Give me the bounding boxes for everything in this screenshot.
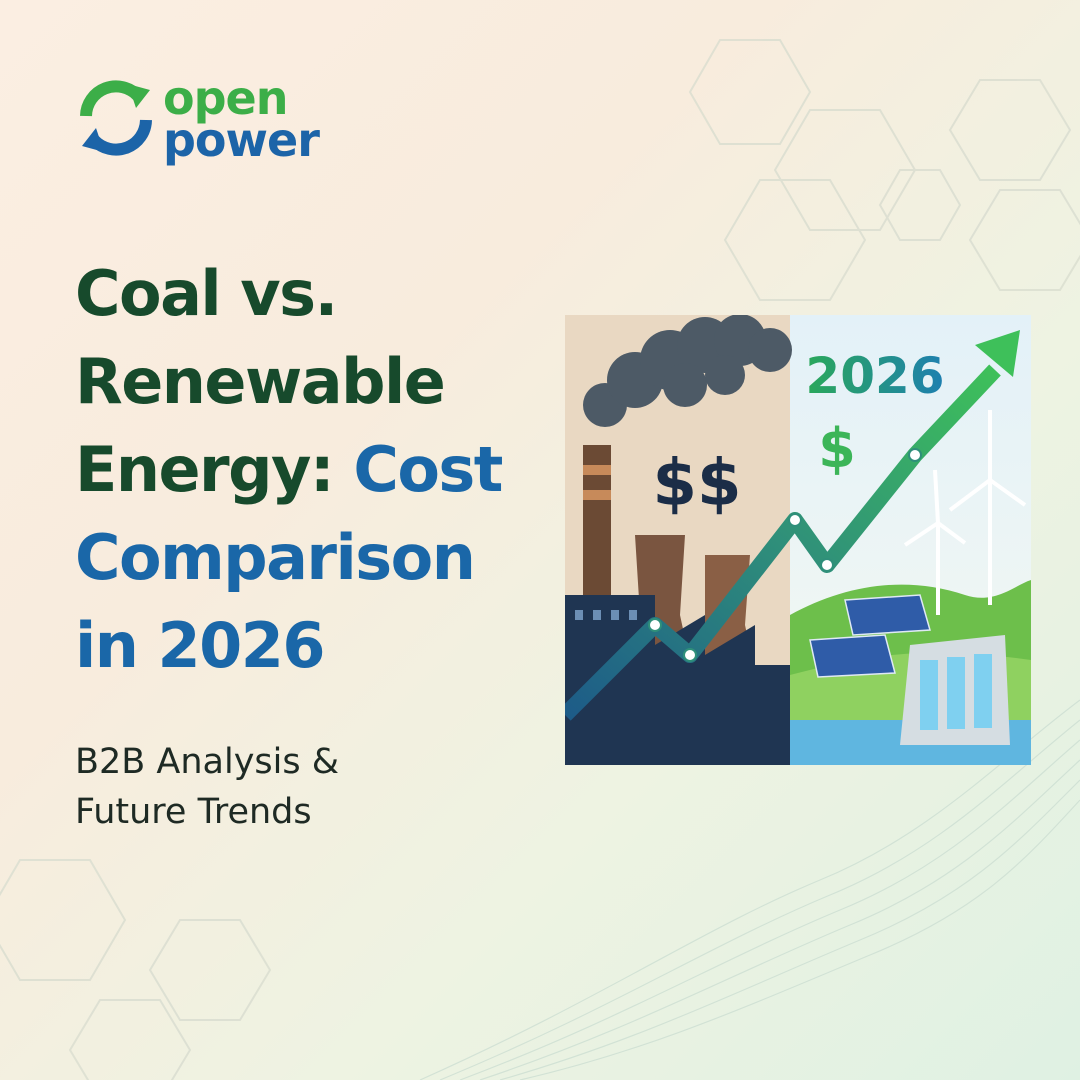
subtitle: B2B Analysis & Future Trends [75,742,340,832]
logo-text: power [163,113,320,167]
renewable-cost-label: $ [818,417,856,480]
coal-cost-label: $$ [652,447,741,521]
year-label: 2026 [805,347,944,405]
headline-highlight: Cost Comparison in 2026 [75,433,503,682]
headline: Coal vs. Renewable Energy: Cost Comparis… [75,250,545,690]
logo-text: open [163,71,288,125]
headline-dark: Coal vs. Renewable Energy: [75,257,446,506]
illustration: $$ 2026 $ [565,315,1031,765]
logo-icon [80,80,152,156]
